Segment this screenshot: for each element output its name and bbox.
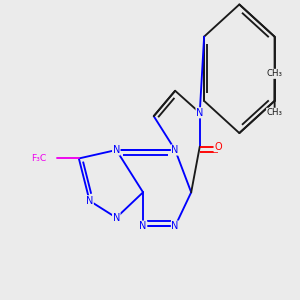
Text: O: O: [214, 142, 222, 152]
Text: N: N: [112, 145, 120, 155]
Text: F₃C: F₃C: [32, 154, 47, 163]
Text: CH₃: CH₃: [267, 108, 283, 117]
Text: CH₃: CH₃: [267, 69, 283, 78]
Text: N: N: [86, 196, 93, 206]
Text: N: N: [172, 221, 179, 231]
Text: N: N: [140, 221, 147, 231]
Text: N: N: [172, 145, 179, 155]
Text: N: N: [196, 108, 203, 118]
Text: N: N: [112, 213, 120, 223]
